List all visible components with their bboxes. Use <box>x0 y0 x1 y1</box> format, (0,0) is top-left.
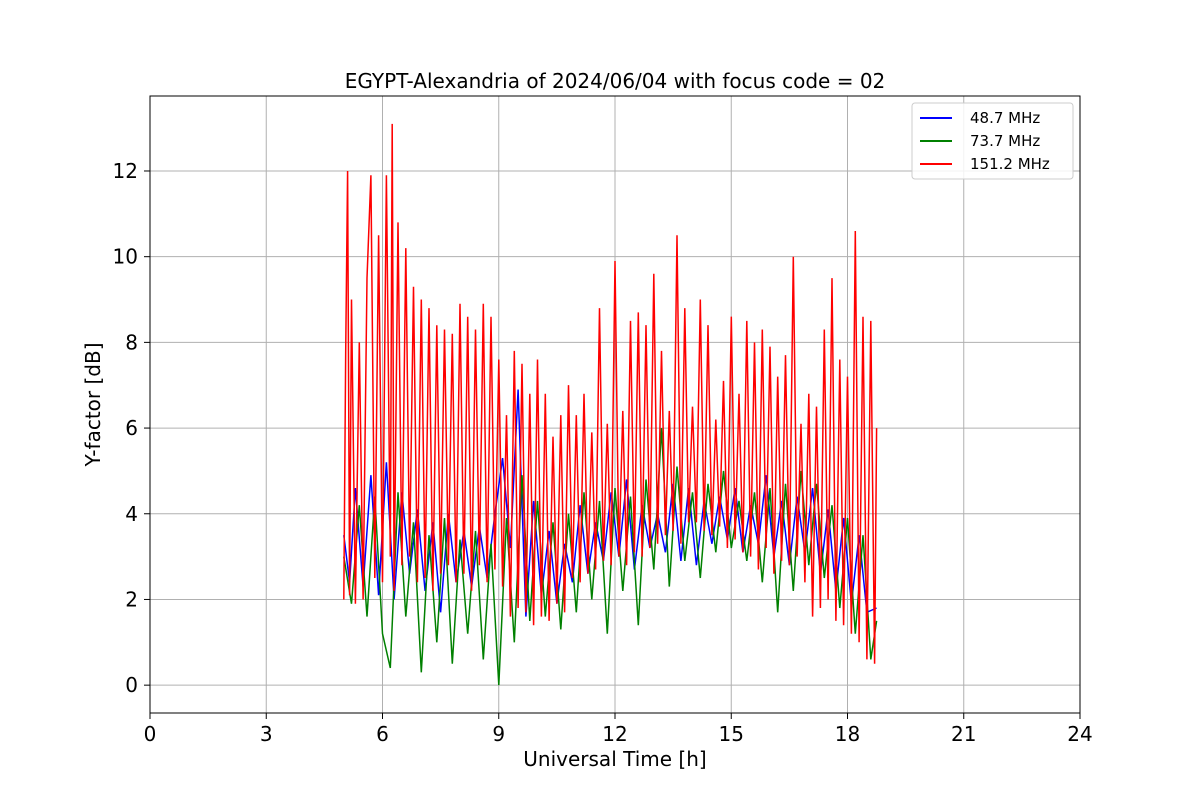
y-tick-label: 12 <box>113 159 138 183</box>
chart-title: EGYPT-Alexandria of 2024/06/04 with focu… <box>345 69 886 93</box>
series-line-3 <box>343 123 878 664</box>
legend-entry-label: 48.7 MHz <box>970 109 1040 127</box>
legend-entry-label: 151.2 MHz <box>970 155 1050 173</box>
x-tick-label: 15 <box>719 722 744 746</box>
x-tick-label: 9 <box>492 722 505 746</box>
x-tick-label: 6 <box>376 722 389 746</box>
y-tick-label: 10 <box>113 245 138 269</box>
y-axis: 0 2 4 6 8 10 12 <box>113 159 150 697</box>
legend-box <box>911 102 1074 180</box>
x-tick-label: 12 <box>602 722 627 746</box>
x-axis-label: Universal Time [h] <box>523 747 706 771</box>
y-tick-label: 8 <box>125 330 138 354</box>
series-line-1 <box>343 389 877 617</box>
x-tick-label: 21 <box>951 722 976 746</box>
y-tick-label: 4 <box>125 502 138 526</box>
x-tick-label: 18 <box>835 722 860 746</box>
x-tick-label: 3 <box>260 722 273 746</box>
y-tick-label: 2 <box>125 587 138 611</box>
y-tick-label: 0 <box>125 673 138 697</box>
legend-entry-label: 73.7 MHz <box>970 132 1040 150</box>
plot-area <box>343 123 878 686</box>
x-tick-label: 24 <box>1067 722 1092 746</box>
x-axis: 0 3 6 9 12 15 18 21 24 <box>144 713 1093 746</box>
y-tick-label: 6 <box>125 416 138 440</box>
y-axis-label: Y-factor [dB] <box>81 342 105 467</box>
x-tick-label: 0 <box>144 722 157 746</box>
legend: 48.7 MHz 73.7 MHz 151.2 MHz <box>911 102 1074 180</box>
series-group <box>343 123 878 686</box>
